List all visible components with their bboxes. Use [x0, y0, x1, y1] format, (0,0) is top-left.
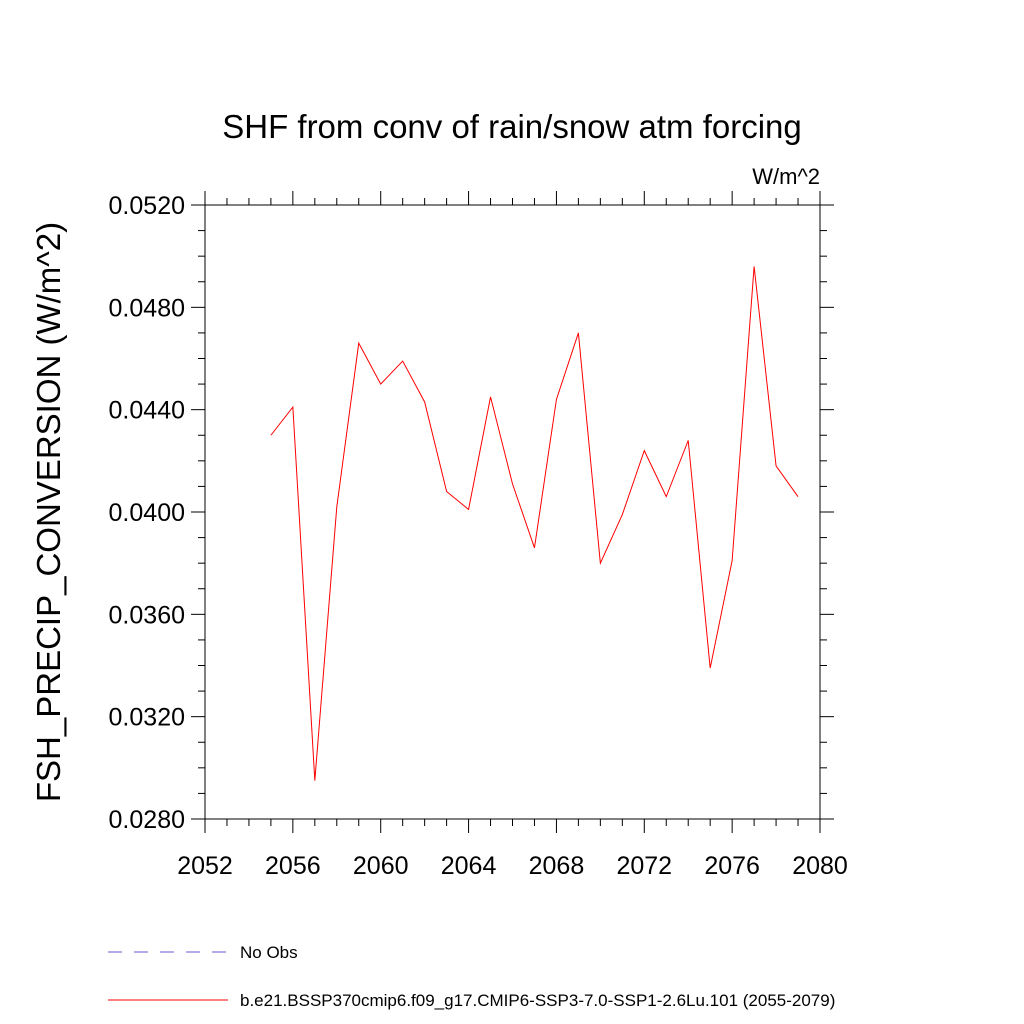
x-tick-label: 2052	[177, 852, 233, 880]
plot-frame	[204, 204, 821, 820]
y-tick-label: 0.0480	[109, 294, 185, 322]
x-tick-label: 2076	[704, 852, 760, 880]
y-tick-label: 0.0520	[109, 192, 185, 220]
legend: No Obs b.e21.BSSP370cmip6.f09_g17.CMIP6-S…	[108, 943, 835, 1010]
y-tick-label: 0.0400	[109, 499, 185, 527]
y-axis-label: FSH_PRECIP_CONVERSION (W/m^2)	[30, 222, 67, 802]
x-tick-label: 2080	[792, 852, 848, 880]
series-layer	[270, 266, 799, 781]
legend-label-1: b.e21.BSSP370cmip6.f09_g17.CMIP6-SSP3-7.…	[240, 991, 835, 1010]
y-tick-label: 0.0320	[109, 704, 185, 732]
units-label: W/m^2	[752, 164, 820, 189]
legend-label-0: No Obs	[240, 943, 298, 962]
axes: 2052 2056 2060 2064 2068 2072 2076 2080 0.0280 0.…	[109, 191, 848, 880]
x-tick-label: 2056	[265, 852, 321, 880]
x-tick-label: 2068	[529, 852, 585, 880]
y-tick-label: 0.0440	[109, 397, 185, 425]
series-line-1	[270, 266, 799, 781]
x-tick-label: 2060	[353, 852, 409, 880]
x-tick-label: 2072	[616, 852, 672, 880]
x-tick-label: 2064	[441, 852, 497, 880]
chart-title: SHF from conv of rain/snow atm forcing	[222, 108, 802, 145]
y-tick-label: 0.0280	[109, 806, 185, 834]
y-tick-label: 0.0360	[109, 601, 185, 629]
